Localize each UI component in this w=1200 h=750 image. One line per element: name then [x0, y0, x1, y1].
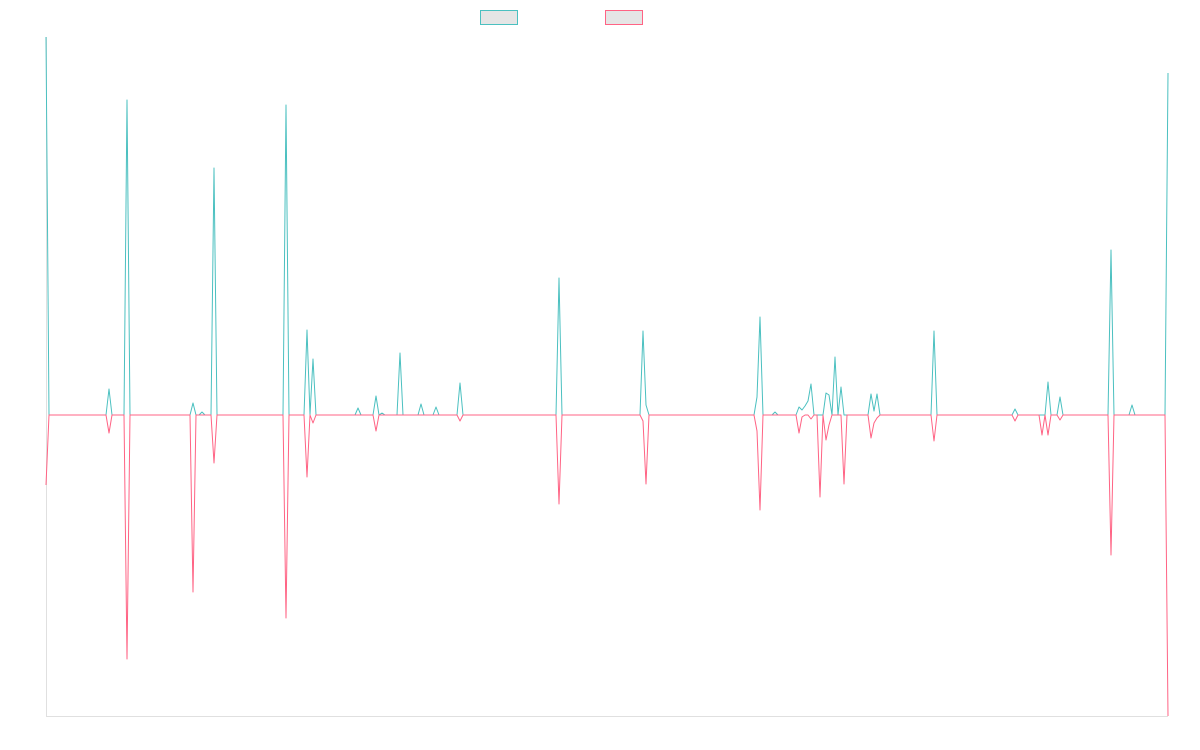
series-line-2 — [45, 414, 1169, 717]
series-line-1 — [45, 36, 1169, 416]
legend-swatch-series-1[interactable] — [480, 10, 518, 25]
legend-swatch-series-2[interactable] — [605, 10, 643, 25]
series-layer — [45, 36, 1169, 717]
